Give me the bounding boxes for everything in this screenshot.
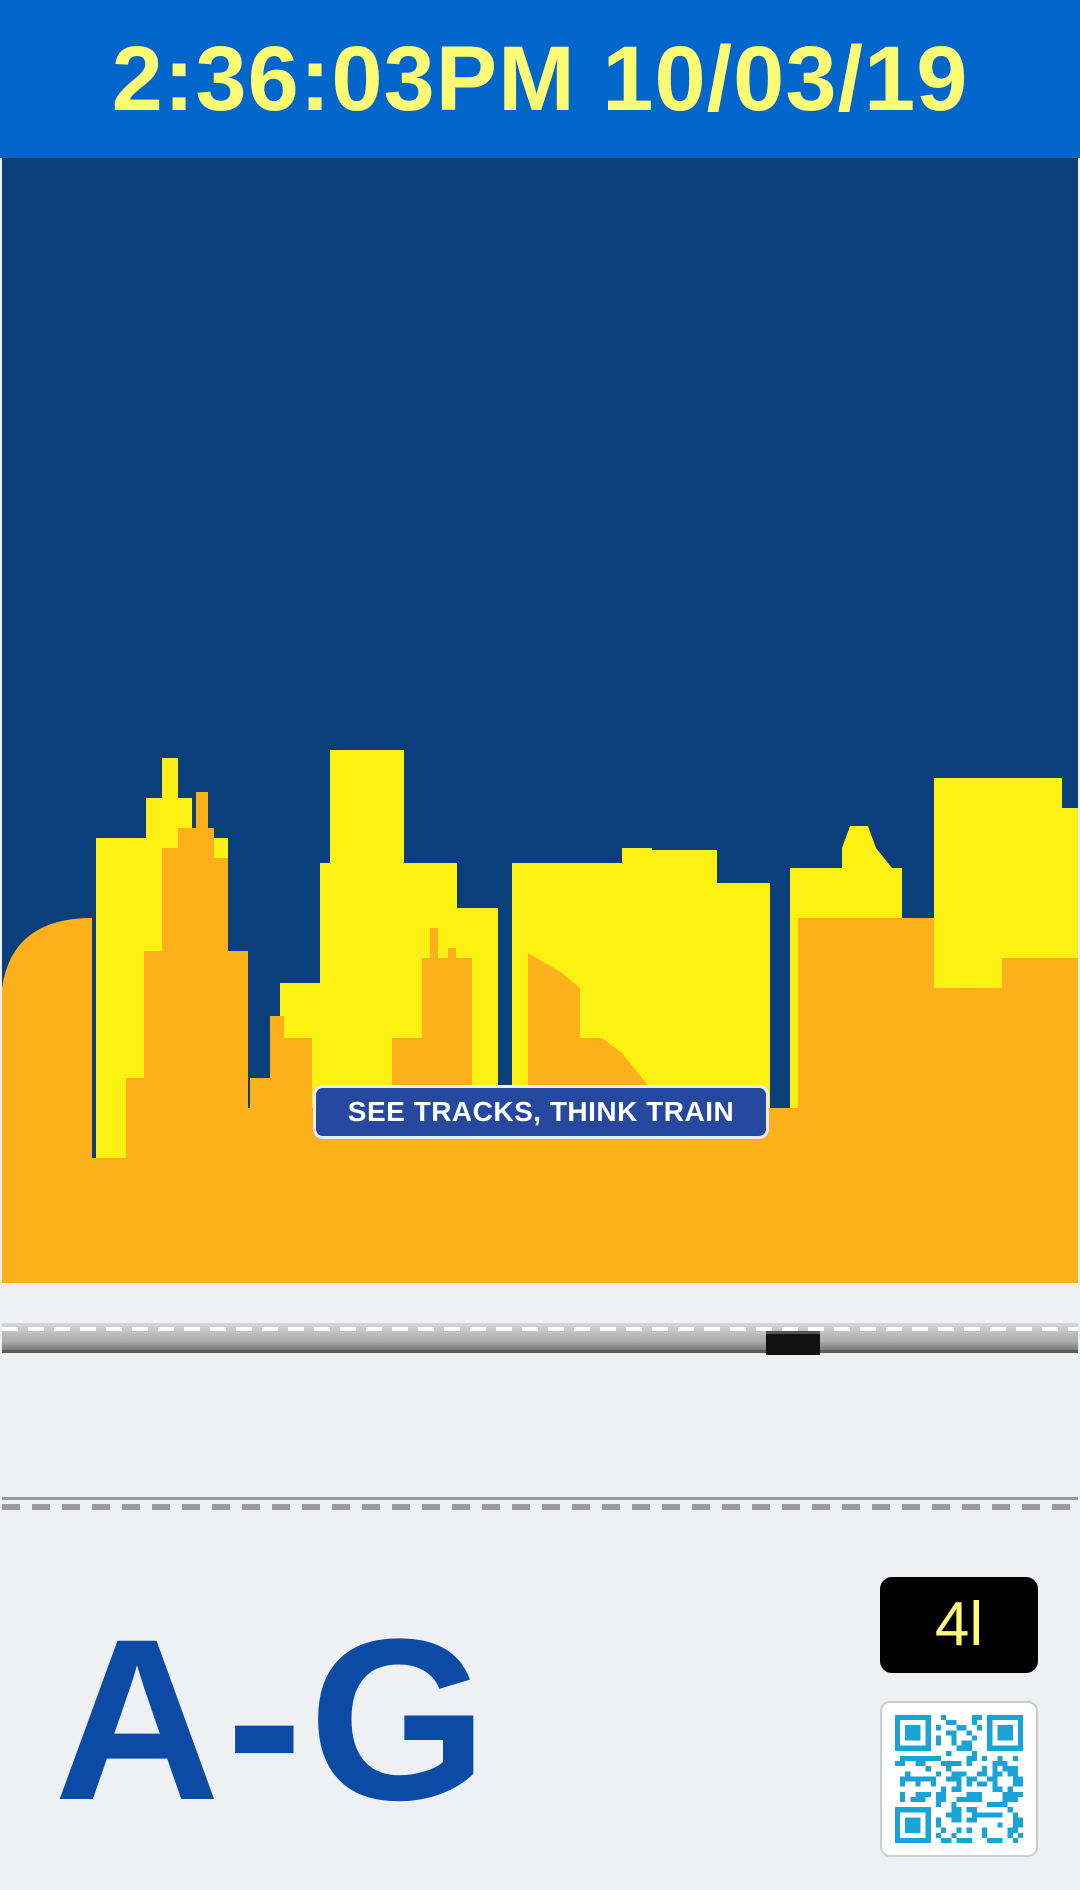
advertisement-panel: SEE TRACKS, THINK TRAIN [2, 158, 1078, 1283]
rail-track [2, 1283, 1078, 1358]
clock-datetime: 2:36:03PM 10/03/19 [111, 28, 969, 130]
dashed-divider [2, 1497, 1078, 1510]
slogan-banner: SEE TRACKS, THINK TRAIN [313, 1085, 769, 1139]
rail-dash-line [2, 1327, 1078, 1331]
city-skyline-illustration [2, 750, 1078, 1283]
rail-position-marker [766, 1331, 820, 1355]
clock-header: 2:36:03PM 10/03/19 [0, 0, 1080, 158]
line-label: A-G [54, 1591, 494, 1848]
qr-code-icon [880, 1701, 1038, 1857]
route-badge: 4l [880, 1577, 1038, 1673]
divider-dash-line [2, 1504, 1078, 1510]
